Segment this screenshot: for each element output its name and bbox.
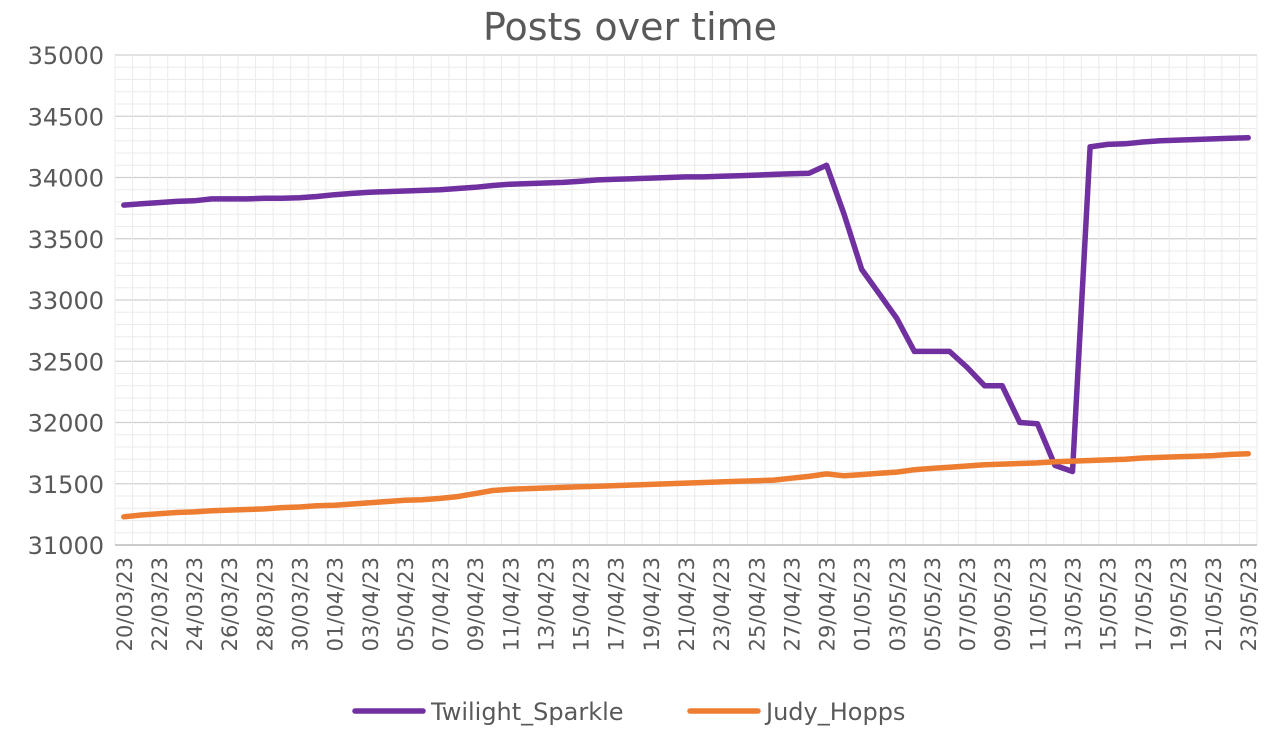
y-tick-label: 33000 <box>28 287 104 315</box>
x-axis-ticks: 20/03/23 22/03/23 24/03/23 26/03/23 28/03/23… <box>113 557 1261 651</box>
y-tick-label: 31000 <box>28 532 104 560</box>
x-tick-label: 05/04/23 <box>394 557 418 651</box>
gridlines <box>114 54 1258 546</box>
x-tick-label: 24/03/23 <box>183 557 207 651</box>
x-tick-label: 29/04/23 <box>816 557 840 651</box>
x-tick-label: 01/05/23 <box>851 557 875 651</box>
x-tick-label: 09/05/23 <box>991 557 1015 651</box>
x-tick-label: 03/05/23 <box>886 557 910 651</box>
x-tick-label: 23/05/23 <box>1237 557 1261 651</box>
x-tick-label: 26/03/23 <box>218 557 242 651</box>
x-tick-label: 28/03/23 <box>253 557 277 651</box>
y-tick-label: 35000 <box>28 42 104 70</box>
x-tick-label: 11/04/23 <box>499 557 523 651</box>
legend-label: Twilight_Sparkle <box>430 698 624 726</box>
x-tick-label: 05/05/23 <box>921 557 945 651</box>
series-line-judy-hopps <box>121 450 1251 520</box>
x-tick-label: 07/05/23 <box>956 557 980 651</box>
y-tick-label: 34500 <box>28 103 104 131</box>
y-tick-label: 34000 <box>28 165 104 193</box>
y-tick-label: 32000 <box>28 410 104 438</box>
x-tick-label: 17/04/23 <box>605 557 629 651</box>
y-axis-ticks: 31000 31500 32000 32500 33000 33500 34000 34500… <box>28 42 104 560</box>
x-tick-label: 20/03/23 <box>113 557 137 651</box>
x-tick-label: 13/04/23 <box>534 557 558 651</box>
x-tick-label: 09/04/23 <box>464 557 488 651</box>
x-tick-label: 03/04/23 <box>359 557 383 651</box>
legend-label: Judy_Hopps <box>764 698 905 726</box>
legend: Twilight_Sparkle Judy_Hopps <box>352 698 905 726</box>
x-tick-label: 13/05/23 <box>1062 557 1086 651</box>
x-tick-label: 11/05/23 <box>1026 557 1050 651</box>
y-tick-label: 32500 <box>28 348 104 376</box>
x-tick-label: 01/04/23 <box>324 557 348 651</box>
chart-title: Posts over time <box>483 5 777 49</box>
x-tick-label: 27/04/23 <box>780 557 804 651</box>
series-line-twilight-sparkle <box>121 134 1251 475</box>
x-tick-label: 15/05/23 <box>1097 557 1121 651</box>
x-tick-label: 15/04/23 <box>570 557 594 651</box>
x-tick-label: 21/04/23 <box>675 557 699 651</box>
x-tick-label: 22/03/23 <box>148 557 172 651</box>
x-tick-label: 07/04/23 <box>429 557 453 651</box>
x-tick-label: 25/04/23 <box>745 557 769 651</box>
x-tick-label: 23/04/23 <box>710 557 734 651</box>
x-tick-label: 19/04/23 <box>640 557 664 651</box>
y-tick-label: 31500 <box>28 471 104 499</box>
x-tick-label: 30/03/23 <box>288 557 312 651</box>
x-tick-label: 21/05/23 <box>1202 557 1226 651</box>
x-tick-label: 19/05/23 <box>1167 557 1191 651</box>
series-lines <box>121 134 1251 520</box>
x-tick-label: 17/05/23 <box>1132 557 1156 651</box>
y-tick-label: 33500 <box>28 226 104 254</box>
